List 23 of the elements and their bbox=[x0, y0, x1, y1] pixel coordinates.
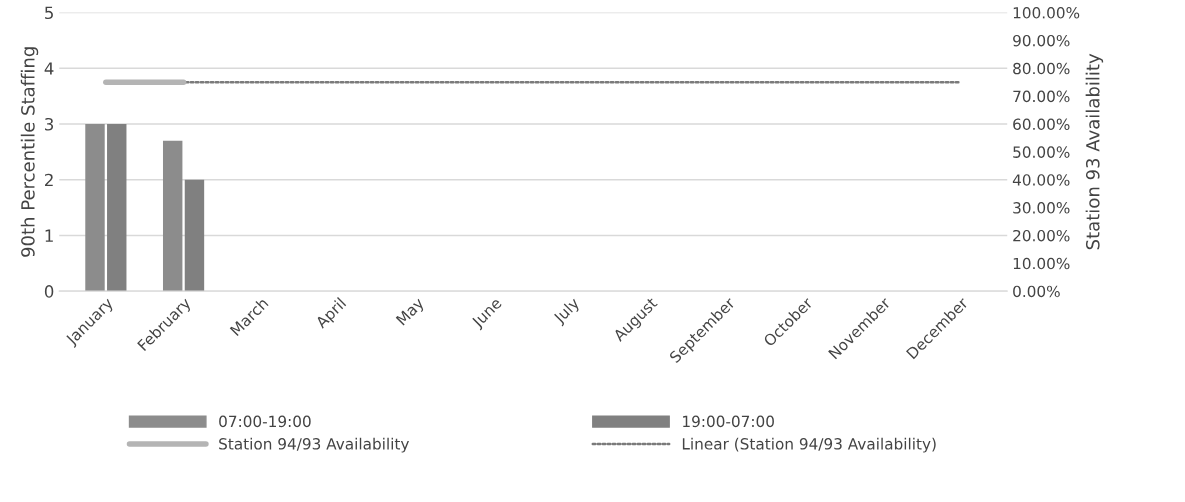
y-tick-label: 3 bbox=[45, 117, 54, 131]
y2-axis-title: Station 93 Availability bbox=[1085, 53, 1104, 250]
y2-tick-label: 10.00% bbox=[1013, 257, 1070, 270]
y-axis-title: 90th Percentile Staffing bbox=[20, 47, 39, 257]
y2-tick-label: 100.00% bbox=[1013, 7, 1080, 19]
legend-label: Linear (Station 94/93 Availability) bbox=[682, 437, 936, 453]
y-tick-label: 2 bbox=[45, 173, 53, 187]
y-tick-label: 0 bbox=[44, 285, 54, 298]
y2-tick-label: 70.00% bbox=[1013, 90, 1070, 103]
y-tick-label: 5 bbox=[45, 6, 53, 20]
legend-label: 07:00-19:00 bbox=[219, 415, 311, 428]
y2-tick-label: 90.00% bbox=[1013, 34, 1070, 47]
y2-tick-label: 60.00% bbox=[1013, 118, 1070, 131]
y2-tick-label: 50.00% bbox=[1013, 146, 1070, 158]
y-tick-label: 4 bbox=[44, 62, 54, 75]
y2-tick-label: 20.00% bbox=[1013, 229, 1070, 242]
y2-tick-label: 40.00% bbox=[1012, 174, 1070, 186]
legend-label: Station 94/93 Availability bbox=[219, 437, 409, 453]
y2-tick-label: 0.00% bbox=[1013, 285, 1060, 298]
legend-label: 19:00-07:00 bbox=[683, 415, 774, 428]
y2-tick-label: 30.00% bbox=[1013, 202, 1070, 214]
y2-tick-label: 80.00% bbox=[1013, 62, 1070, 75]
y-tick-label: 1 bbox=[45, 229, 53, 242]
